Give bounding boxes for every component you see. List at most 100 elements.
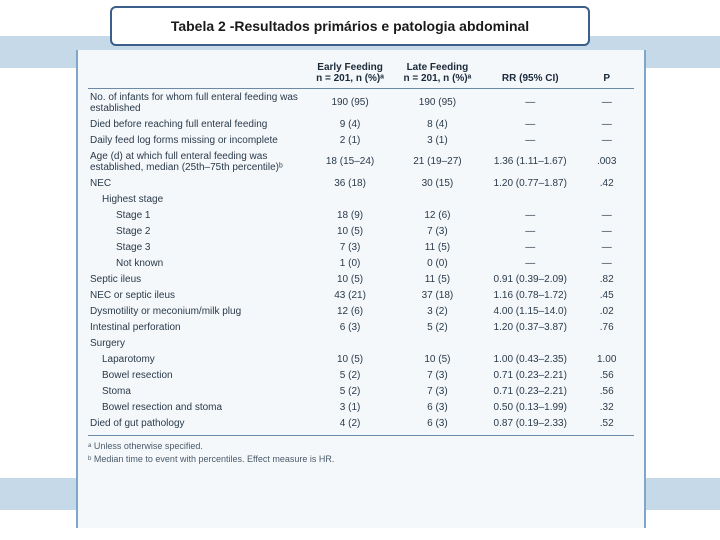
table-row: Stoma5 (2)7 (3)0.71 (0.23–2.21).56 (88, 383, 634, 399)
row-label: Age (d) at which full enteral feeding wa… (88, 148, 306, 175)
cell-late (394, 191, 481, 207)
cell-rr: 0.50 (0.13–1.99) (481, 399, 579, 415)
row-label: Bowel resection and stoma (88, 399, 306, 415)
table-row: Intestinal perforation6 (3)5 (2)1.20 (0.… (88, 319, 634, 335)
table-row: Stage 118 (9)12 (6)—— (88, 207, 634, 223)
row-label: Bowel resection (88, 367, 306, 383)
cell-early: 190 (95) (306, 89, 393, 117)
cell-early: 10 (5) (306, 223, 393, 239)
table-row: Not known1 (0)0 (0)—— (88, 255, 634, 271)
cell-rr: 1.20 (0.37–3.87) (481, 319, 579, 335)
row-label: Septic ileus (88, 271, 306, 287)
results-table: Early Feedingn = 201, n (%)ᵃLate Feeding… (88, 58, 634, 431)
row-label: Surgery (88, 335, 306, 351)
cell-rr: 1.16 (0.78–1.72) (481, 287, 579, 303)
cell-late: 12 (6) (394, 207, 481, 223)
cell-rr: — (481, 116, 579, 132)
row-label: Laparotomy (88, 351, 306, 367)
cell-rr: — (481, 89, 579, 117)
row-label: Highest stage (88, 191, 306, 207)
cell-p (579, 335, 634, 351)
cell-p: — (579, 207, 634, 223)
row-label: Stage 1 (88, 207, 306, 223)
cell-p: 1.00 (579, 351, 634, 367)
cell-late: 30 (15) (394, 175, 481, 191)
cell-p: .76 (579, 319, 634, 335)
cell-rr: 1.36 (1.11–1.67) (481, 148, 579, 175)
row-label: NEC (88, 175, 306, 191)
cell-early: 6 (3) (306, 319, 393, 335)
table-row: NEC or septic ileus43 (21)37 (18)1.16 (0… (88, 287, 634, 303)
row-label: Died of gut pathology (88, 415, 306, 431)
column-header: P (579, 58, 634, 89)
cell-p: — (579, 89, 634, 117)
cell-p: .32 (579, 399, 634, 415)
cell-p: .52 (579, 415, 634, 431)
cell-late: 37 (18) (394, 287, 481, 303)
table-footnotes: ᵃ Unless otherwise specified.ᵇ Median ti… (88, 435, 634, 465)
cell-late: 10 (5) (394, 351, 481, 367)
cell-late: 0 (0) (394, 255, 481, 271)
cell-late: 3 (2) (394, 303, 481, 319)
table-row: Stage 37 (3)11 (5)—— (88, 239, 634, 255)
cell-rr: — (481, 223, 579, 239)
cell-late: 11 (5) (394, 239, 481, 255)
row-label: Dysmotility or meconium/milk plug (88, 303, 306, 319)
row-label: NEC or septic ileus (88, 287, 306, 303)
cell-p: .02 (579, 303, 634, 319)
cell-early: 18 (9) (306, 207, 393, 223)
cell-early: 4 (2) (306, 415, 393, 431)
cell-late: 190 (95) (394, 89, 481, 117)
row-label: No. of infants for whom full enteral fee… (88, 89, 306, 117)
cell-rr: 0.87 (0.19–2.33) (481, 415, 579, 431)
cell-early (306, 191, 393, 207)
cell-p: .45 (579, 287, 634, 303)
table-row: Died of gut pathology4 (2)6 (3)0.87 (0.1… (88, 415, 634, 431)
cell-p: .56 (579, 367, 634, 383)
row-label: Intestinal perforation (88, 319, 306, 335)
cell-p: .82 (579, 271, 634, 287)
footnote: ᵇ Median time to event with percentiles.… (88, 453, 634, 466)
table-row: Septic ileus10 (5)11 (5)0.91 (0.39–2.09)… (88, 271, 634, 287)
cell-late: 6 (3) (394, 415, 481, 431)
cell-early: 43 (21) (306, 287, 393, 303)
column-header (88, 58, 306, 89)
cell-p (579, 191, 634, 207)
cell-late: 3 (1) (394, 132, 481, 148)
cell-late: 6 (3) (394, 399, 481, 415)
cell-p: — (579, 255, 634, 271)
column-header: Late Feedingn = 201, n (%)ᵃ (394, 58, 481, 89)
cell-rr: 0.91 (0.39–2.09) (481, 271, 579, 287)
table-row: Surgery (88, 335, 634, 351)
row-label: Daily feed log forms missing or incomple… (88, 132, 306, 148)
cell-rr (481, 191, 579, 207)
table-row: Age (d) at which full enteral feeding wa… (88, 148, 634, 175)
table-row: Highest stage (88, 191, 634, 207)
row-label: Stage 3 (88, 239, 306, 255)
cell-early: 9 (4) (306, 116, 393, 132)
cell-early: 10 (5) (306, 271, 393, 287)
cell-rr: 1.20 (0.77–1.87) (481, 175, 579, 191)
cell-rr: 0.71 (0.23–2.21) (481, 367, 579, 383)
table-row: Bowel resection and stoma3 (1)6 (3)0.50 … (88, 399, 634, 415)
cell-early: 18 (15–24) (306, 148, 393, 175)
cell-early: 1 (0) (306, 255, 393, 271)
row-label: Not known (88, 255, 306, 271)
cell-p: — (579, 132, 634, 148)
table-row: Stage 210 (5)7 (3)—— (88, 223, 634, 239)
table-row: Daily feed log forms missing or incomple… (88, 132, 634, 148)
cell-p: .56 (579, 383, 634, 399)
column-header: RR (95% CI) (481, 58, 579, 89)
cell-early: 36 (18) (306, 175, 393, 191)
cell-rr: — (481, 239, 579, 255)
table-title: Tabela 2 -Resultados primários e patolog… (110, 6, 590, 46)
column-header: Early Feedingn = 201, n (%)ᵃ (306, 58, 393, 89)
cell-early: 5 (2) (306, 383, 393, 399)
table-row: No. of infants for whom full enteral fee… (88, 89, 634, 117)
cell-late: 7 (3) (394, 383, 481, 399)
cell-rr: 1.00 (0.43–2.35) (481, 351, 579, 367)
results-table-container: Early Feedingn = 201, n (%)ᵃLate Feeding… (76, 50, 646, 528)
cell-late: 7 (3) (394, 223, 481, 239)
cell-late (394, 335, 481, 351)
cell-early: 12 (6) (306, 303, 393, 319)
